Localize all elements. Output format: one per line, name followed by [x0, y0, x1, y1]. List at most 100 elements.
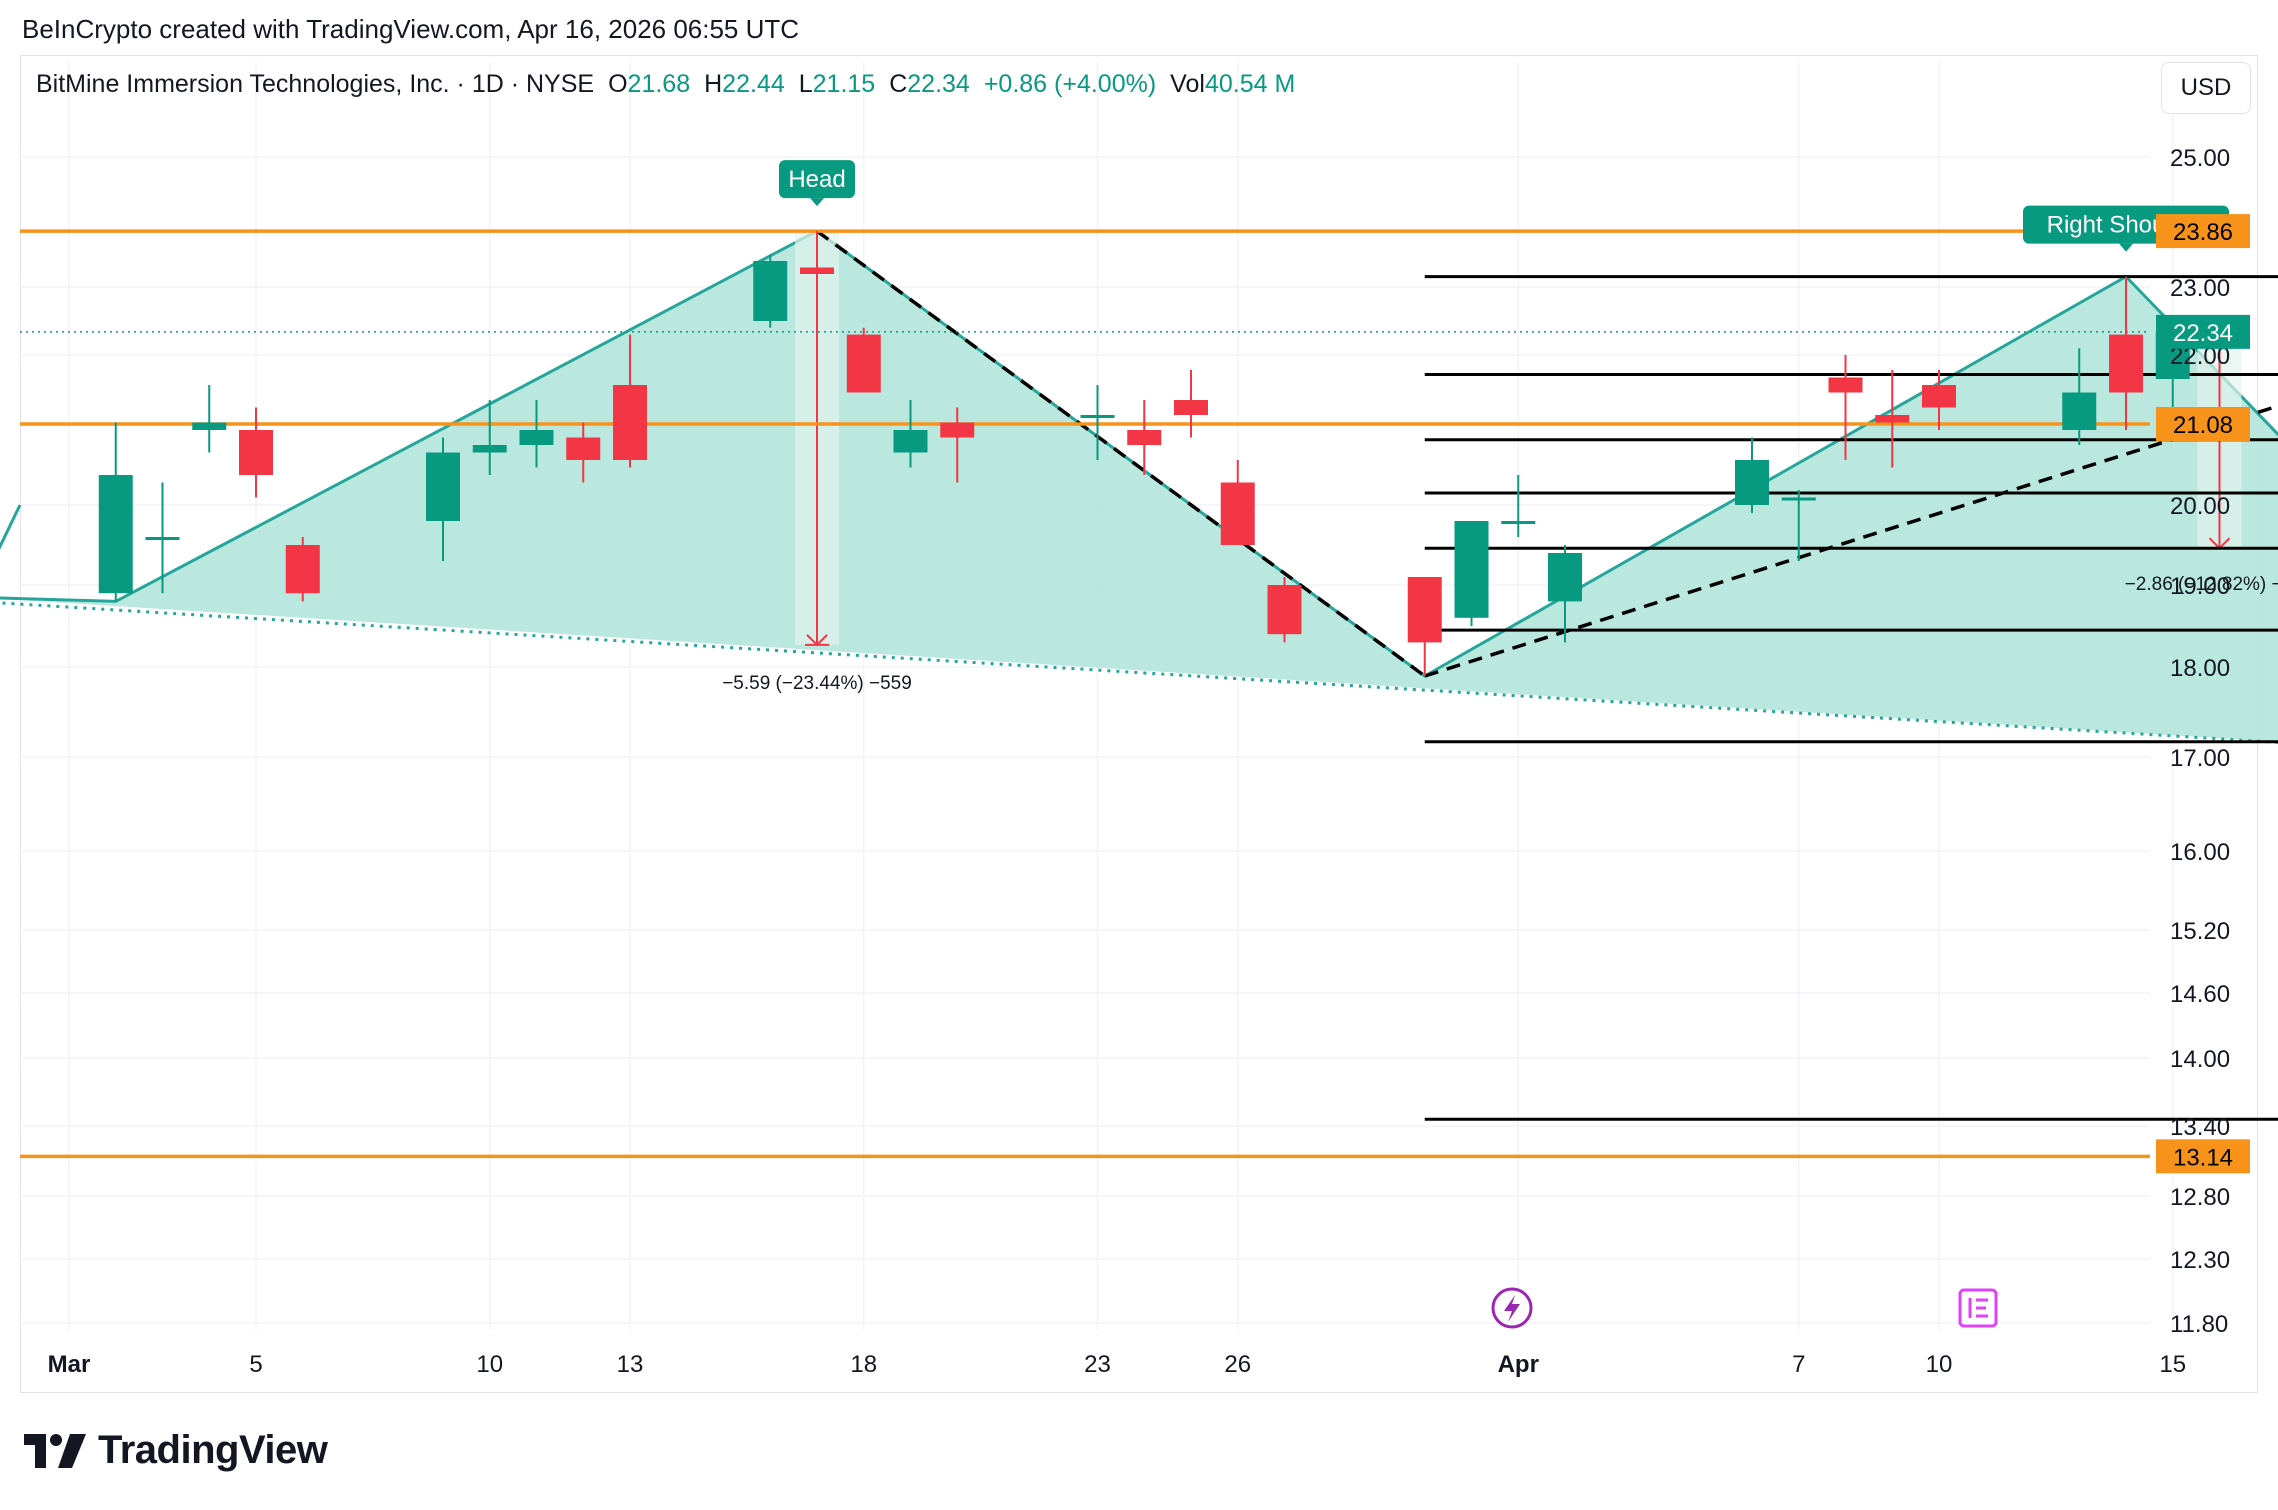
candle-body	[1220, 482, 1255, 545]
pattern-left-edge	[0, 504, 22, 550]
measurement-label: −5.59 (−23.44%) −559	[722, 673, 912, 694]
candles-layer	[98, 231, 2190, 676]
time-tick-label: 13	[617, 1351, 644, 1378]
candle	[893, 400, 928, 468]
change-value: +0.86 (+4.00%)	[983, 70, 1157, 98]
annotation-bubble	[779, 160, 855, 199]
time-tick-label: Mar	[48, 1351, 91, 1378]
candle-body	[98, 475, 133, 594]
currency-button[interactable]: USD	[2161, 62, 2251, 114]
price-tick-label: 19.00	[2170, 573, 2230, 600]
key-level-price-tag: 23.86	[2173, 219, 2233, 246]
candle	[519, 400, 554, 468]
time-tick-label: 7	[1792, 1351, 1805, 1378]
low-label: L	[798, 70, 813, 98]
candle	[1828, 355, 1863, 460]
price-axis: 25.0023.0022.0020.0019.0018.0017.0016.00…	[2156, 145, 2250, 1338]
pattern-layer	[0, 229, 2278, 744]
open-label: O	[608, 70, 628, 98]
tradingview-logo-icon	[24, 1433, 86, 1468]
open-value: 21.68	[627, 70, 691, 98]
candle	[98, 422, 133, 602]
price-tick-label: 16.00	[2170, 839, 2230, 866]
candle	[192, 385, 227, 453]
lightning-event-icon[interactable]	[1491, 1287, 1533, 1329]
candle	[472, 400, 507, 475]
candle-body	[1454, 521, 1489, 618]
candle-body	[613, 385, 647, 460]
key-levels-layer	[20, 229, 2150, 1159]
price-tick-label: 15.20	[2170, 918, 2230, 945]
candle	[846, 327, 881, 393]
price-tick-label: 17.00	[2170, 745, 2230, 772]
key-level-price-tag-bg	[2156, 407, 2250, 441]
candle-body	[1828, 377, 1863, 393]
candle-body	[1548, 553, 1582, 602]
candle-body	[1501, 521, 1536, 524]
price-tick-label: 23.00	[2170, 275, 2230, 302]
time-tick-label: 15	[2159, 1351, 2186, 1378]
candle-body	[472, 445, 507, 453]
candle	[1454, 521, 1489, 626]
price-tick-label: 18.00	[2170, 655, 2230, 682]
candle	[800, 231, 834, 287]
annotation-pointer	[810, 198, 824, 207]
tradingview-wordmark: TradingView	[98, 1428, 328, 1472]
price-tick-label: 12.80	[2170, 1184, 2230, 1211]
candle-body	[426, 452, 460, 521]
time-tick-label: Apr	[1498, 1351, 1539, 1378]
key-level-price-tag: 13.14	[2173, 1144, 2233, 1171]
key-level-price-tag: 21.08	[2173, 412, 2233, 439]
candle-body	[285, 545, 320, 594]
last-price-tag-bg	[2156, 314, 2250, 349]
candle-body	[145, 537, 180, 540]
candle	[1501, 475, 1536, 537]
candle-body	[846, 334, 881, 393]
pattern-fill	[0, 231, 2278, 742]
candle-body	[2062, 392, 2097, 430]
time-tick-label: 26	[1224, 1351, 1251, 1378]
price-tick-label: 14.60	[2170, 981, 2230, 1008]
close-label: C	[889, 70, 908, 98]
annotation-pointer	[2119, 243, 2133, 252]
candle-body	[1735, 460, 1769, 505]
time-tick-label: 23	[1084, 1351, 1111, 1378]
time-tick-label: 10	[476, 1351, 503, 1378]
candle	[1548, 545, 1582, 643]
candle-body	[1922, 385, 1956, 408]
candle-body	[1781, 497, 1816, 501]
candle-body	[519, 430, 554, 445]
high-label: H	[704, 70, 723, 98]
candle-body	[1875, 415, 1910, 423]
candle	[2062, 348, 2097, 445]
candle	[145, 482, 180, 594]
candle	[239, 407, 273, 498]
dashed-trend-line	[815, 229, 1426, 678]
symbol-name[interactable]: BitMine Immersion Technologies, Inc. · 1…	[36, 70, 595, 98]
candle	[1174, 370, 1208, 438]
fib-layer: 0 (23.16)0.236 (21.74)0.382 (20.87)0.5 (…	[1424, 275, 2278, 1121]
measurement-label: −2.86 (−12.82%) −286	[2125, 574, 2278, 595]
measurement-layer: −5.59 (−23.44%) −559 −2.86 (−12.82%) −286…	[722, 230, 2278, 694]
candle	[613, 334, 647, 468]
tradingview-logo[interactable]: TradingView	[24, 1428, 328, 1473]
symbol-legend: BitMine Immersion Technologies, Inc. · 1…	[36, 70, 1295, 99]
candle-body	[940, 422, 975, 438]
price-tick-label: 25.00	[2170, 145, 2230, 172]
last-price-tag: 22.34	[2173, 320, 2233, 347]
price-tick-label: 12.30	[2170, 1247, 2230, 1274]
candle	[2109, 276, 2143, 430]
time-axis: Mar51013182326Apr71015202328May	[48, 1351, 2186, 1378]
price-tick-label: 14.00	[2170, 1046, 2230, 1073]
candle-body	[1127, 430, 1162, 445]
volume-value: 40.54 M	[1204, 70, 1296, 98]
earnings-event-icon[interactable]	[1958, 1288, 1998, 1328]
key-level-price-tag-bg	[2156, 214, 2250, 249]
candle	[1922, 370, 1956, 430]
candle	[1735, 437, 1769, 513]
annotation-label: Head	[788, 166, 845, 193]
candle-body	[566, 437, 601, 460]
candle-body	[753, 261, 788, 321]
